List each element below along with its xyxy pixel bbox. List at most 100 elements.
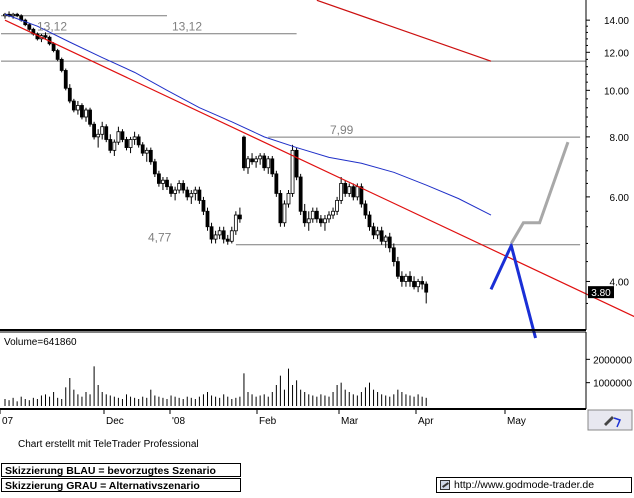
candle-body bbox=[197, 189, 202, 201]
stock-chart: 13,12 13,12 7,99 4,77 14.00 12.00 10.00 8.00 6.… bbox=[0, 0, 634, 431]
candle-body bbox=[339, 183, 344, 201]
time-tick-label: '08 bbox=[172, 416, 185, 427]
candle-body bbox=[43, 35, 48, 38]
candle-body bbox=[213, 234, 218, 240]
price-tick-label: 14.00 bbox=[604, 16, 629, 27]
candle-body bbox=[217, 230, 222, 236]
candle-body bbox=[404, 275, 408, 282]
legend-blue: Skizzierung BLAU = bevorzugtes Szenario bbox=[1, 463, 241, 477]
candle-body bbox=[258, 155, 263, 160]
time-tick-label: Feb bbox=[259, 416, 277, 427]
time-tick-label: 07 bbox=[2, 416, 14, 427]
candle-body bbox=[67, 87, 72, 102]
candle-body bbox=[84, 109, 88, 118]
candle-body bbox=[375, 230, 380, 236]
candle-body bbox=[140, 144, 145, 154]
candle-body bbox=[201, 199, 206, 212]
candle-body bbox=[152, 161, 157, 175]
candle-body bbox=[270, 158, 275, 175]
candle-body bbox=[92, 123, 96, 138]
level-label: 4,77 bbox=[148, 231, 172, 245]
source-url: http://www.godmode-trader.de bbox=[454, 479, 595, 491]
candle-body bbox=[128, 139, 133, 148]
candle-body bbox=[237, 214, 242, 220]
candle-body bbox=[51, 43, 56, 51]
candle-body bbox=[189, 193, 194, 198]
candle-body bbox=[371, 226, 376, 236]
candle-body bbox=[391, 247, 396, 262]
candle-body bbox=[205, 210, 210, 228]
candle-body bbox=[347, 186, 352, 194]
candle-body bbox=[420, 281, 425, 285]
candle-body bbox=[88, 109, 92, 125]
candle-body bbox=[225, 238, 230, 242]
candle-body bbox=[395, 261, 400, 277]
scenario-path bbox=[489, 241, 538, 339]
candle-body bbox=[254, 158, 259, 163]
candle-body bbox=[306, 218, 311, 224]
candle-body bbox=[416, 281, 421, 288]
candle-body bbox=[173, 189, 178, 194]
legend-grey: Skizzierung GRAU = Alternativszenario bbox=[1, 478, 241, 492]
settings-button[interactable] bbox=[587, 409, 633, 431]
candle-body bbox=[327, 214, 331, 220]
candle-body bbox=[242, 136, 246, 169]
level-label: 13,12 bbox=[172, 20, 202, 34]
volume-bars bbox=[4, 366, 427, 406]
candle-body bbox=[424, 283, 429, 293]
candle-body bbox=[250, 158, 254, 163]
candle-body bbox=[359, 186, 364, 205]
time-tick-label: Apr bbox=[418, 416, 434, 427]
candle-body bbox=[124, 139, 129, 148]
candle-body bbox=[181, 183, 186, 191]
candle-body bbox=[221, 230, 226, 240]
candle-body bbox=[282, 203, 287, 224]
candle-body bbox=[318, 218, 323, 224]
candle-body bbox=[229, 230, 234, 242]
candle-body bbox=[290, 149, 295, 194]
candle-body bbox=[286, 193, 291, 205]
candle-body bbox=[399, 275, 404, 282]
volume-tick-label: 1000000 bbox=[593, 379, 632, 390]
candle-body bbox=[343, 183, 348, 194]
level-label: 7,99 bbox=[330, 123, 354, 137]
candle-body bbox=[112, 141, 117, 151]
last-price-badge bbox=[588, 286, 614, 299]
candle-body bbox=[185, 189, 190, 198]
chart-tool-icon bbox=[604, 416, 614, 426]
price-tick-label: 8.00 bbox=[610, 133, 630, 144]
candle-body bbox=[96, 133, 101, 138]
price-axis: 14.00 12.00 10.00 8.00 6.00 4.003.80 bbox=[585, 0, 630, 330]
scenario-path bbox=[509, 141, 570, 245]
candle-body bbox=[27, 24, 32, 30]
candle-body bbox=[193, 189, 198, 194]
chart-credit: Chart erstellt mit TeleTrader Profession… bbox=[18, 439, 199, 450]
volume-tick-label: 2000000 bbox=[593, 355, 632, 366]
link-icon bbox=[440, 480, 450, 490]
candle-body bbox=[132, 136, 137, 140]
candle-body bbox=[246, 158, 250, 169]
candle-body bbox=[383, 236, 388, 242]
time-axis: 07 Dec '08 Feb Mar Apr May bbox=[0, 409, 586, 430]
price-tick-label: 6.00 bbox=[610, 193, 630, 204]
candle-body bbox=[59, 58, 64, 71]
candle-body bbox=[355, 186, 360, 198]
candle-body bbox=[412, 281, 416, 288]
trendline bbox=[4, 19, 634, 318]
candle-body bbox=[161, 179, 165, 184]
candle-body bbox=[177, 183, 182, 191]
chart-tool-arrow-icon bbox=[613, 417, 622, 428]
price-tick-label: 12.00 bbox=[604, 48, 629, 59]
candle-body bbox=[100, 126, 105, 135]
horizontal-lines bbox=[1, 15, 586, 246]
price-tick-label: 4.00 bbox=[610, 277, 630, 288]
indicator-lines bbox=[4, 0, 634, 339]
candle-body bbox=[63, 70, 68, 89]
candle-body bbox=[363, 203, 368, 216]
candle-body bbox=[310, 210, 315, 220]
candle-body bbox=[148, 149, 153, 163]
source-link[interactable]: http://www.godmode-trader.de bbox=[436, 477, 632, 493]
time-tick-label: May bbox=[507, 416, 526, 427]
volume-panel: Volume=641860 2000000 1000000 bbox=[0, 331, 632, 410]
candle-body bbox=[169, 186, 173, 194]
